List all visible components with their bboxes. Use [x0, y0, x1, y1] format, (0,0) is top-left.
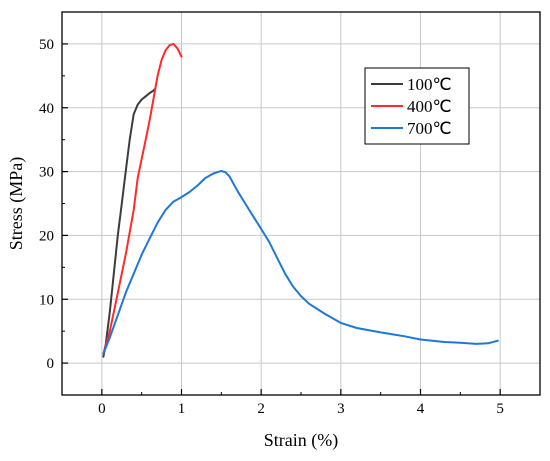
x-tick-label: 5	[496, 401, 504, 417]
x-tick-label: 3	[337, 401, 345, 417]
x-tick-label: 4	[417, 401, 425, 417]
series-line-3	[102, 169, 499, 355]
y-axis-title: Stress (MPa)	[6, 157, 27, 251]
series-lines	[102, 42, 499, 358]
y-tick-label: 40	[39, 101, 54, 117]
y-tick-label: 10	[39, 292, 54, 308]
x-tick-label: 2	[257, 401, 265, 417]
legend-label-3: 700℃	[407, 119, 452, 138]
legend-label-2: 400℃	[407, 97, 452, 116]
y-tick-label: 50	[39, 37, 54, 53]
legend-label-1: 100℃	[407, 75, 452, 94]
legend: 100℃ 400℃ 700℃	[364, 67, 470, 145]
x-tick-label: 0	[98, 401, 106, 417]
series-line-1	[102, 87, 157, 358]
y-tick-label: 30	[39, 165, 54, 181]
y-tick-label: 0	[47, 356, 55, 372]
x-axis-title: Strain (%)	[264, 430, 338, 451]
axis-ticks	[61, 11, 541, 396]
y-tick-label: 20	[39, 228, 54, 244]
x-tick-label: 1	[178, 401, 186, 417]
series-line-2	[102, 42, 183, 355]
